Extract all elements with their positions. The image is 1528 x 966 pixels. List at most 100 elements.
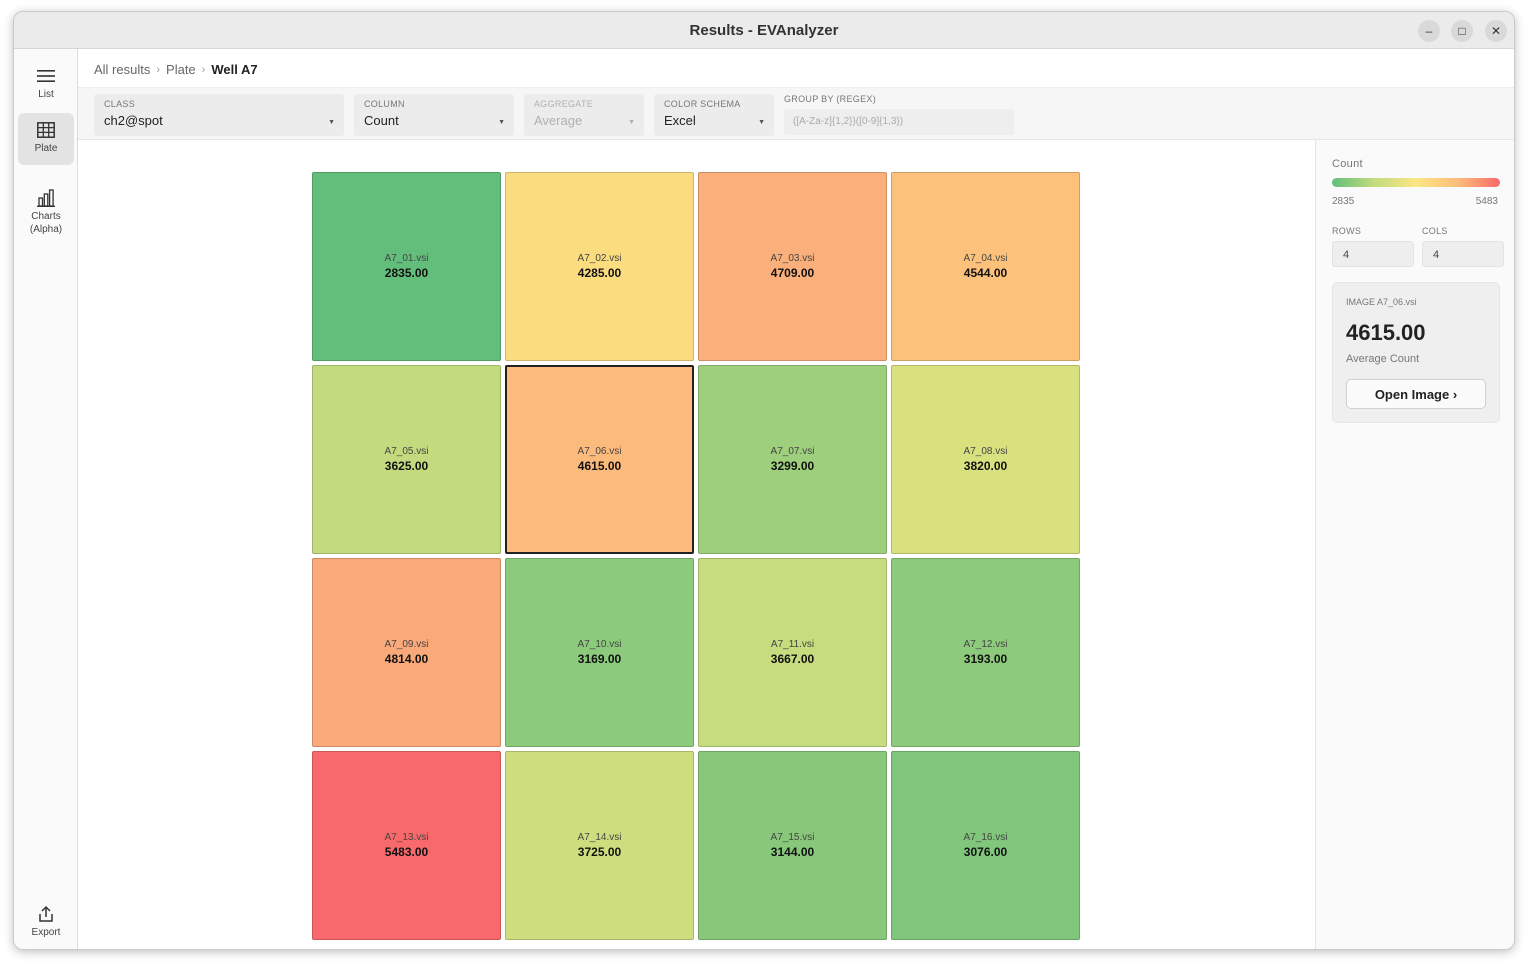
plate-well[interactable]: A7_06.vsi 4615.00 [505,365,694,554]
image-label: IMAGE A7_06.vsi [1346,297,1417,307]
export-button[interactable]: Export [18,897,74,949]
well-image-name: A7_11.vsi [770,639,815,650]
plate-well[interactable]: A7_13.vsi 5483.00 [312,751,501,940]
sidebar-item-label: Charts (Alpha) [29,211,63,235]
plate-well[interactable]: A7_01.vsi 2835.00 [312,172,501,361]
legend-max: 5483 [1475,196,1498,207]
column-select[interactable]: COLUMN Count ▼ [354,94,514,136]
details-panel: Count 2835 5483 ROWS COLS 4 4 IMAGE A7_0… [1315,140,1514,949]
well-image-name: A7_15.vsi [770,832,815,843]
class-label: CLASS [104,99,136,109]
well-image-name: A7_08.vsi [963,446,1008,457]
well-image-name: A7_16.vsi [963,832,1008,843]
legend-title: Count [1332,158,1363,170]
column-label: COLUMN [364,99,405,109]
plate-well[interactable]: A7_03.vsi 4709.00 [698,172,887,361]
well-image-name: A7_06.vsi [577,446,622,457]
chevron-down-icon: ▼ [628,119,635,126]
chevron-down-icon: ▼ [758,119,765,126]
plate-well[interactable]: A7_09.vsi 4814.00 [312,558,501,747]
well-value: 3076.00 [963,845,1008,859]
breadcrumb-current: Well A7 [211,62,258,77]
export-label: Export [31,927,61,938]
color-schema-select[interactable]: COLOR SCHEMA Excel ▼ [654,94,774,136]
plate-well[interactable]: A7_16.vsi 3076.00 [891,751,1080,940]
well-value: 4544.00 [963,266,1008,280]
sidebar-item-label: Plate [34,143,58,154]
plate-well[interactable]: A7_12.vsi 3193.00 [891,558,1080,747]
rows-label: ROWS [1332,226,1362,236]
well-value: 4709.00 [770,266,815,280]
well-image-name: A7_02.vsi [577,253,622,264]
grid-icon [37,120,55,140]
plate-well[interactable]: A7_11.vsi 3667.00 [698,558,887,747]
well-value: 3299.00 [770,459,815,473]
breadcrumb-separator: › [156,63,161,76]
well-image-name: A7_13.vsi [384,832,429,843]
sidebar: List Plate Charts (Alpha) Export [14,49,78,949]
filter-toolbar: CLASS ch2@spot ▼ COLUMN Count ▼ AGGREGAT… [78,87,1514,140]
open-image-button[interactable]: Open Image › [1346,379,1486,409]
well-value: 3169.00 [577,652,622,666]
color-schema-value: Excel [664,113,696,128]
breadcrumb-all-results[interactable]: All results [94,62,151,77]
well-value: 4615.00 [577,459,622,473]
breadcrumb-separator: › [201,63,206,76]
plate-well[interactable]: A7_04.vsi 4544.00 [891,172,1080,361]
close-button[interactable]: ✕ [1485,20,1507,42]
chevron-down-icon: ▼ [328,119,335,126]
breadcrumb: All results › Plate › Well A7 [94,62,258,77]
minimize-button[interactable]: – [1418,20,1440,42]
window-title: Results - EVAnalyzer [689,22,839,39]
plate-well[interactable]: A7_14.vsi 3725.00 [505,751,694,940]
class-select[interactable]: CLASS ch2@spot ▼ [94,94,344,136]
plate-grid: A7_01.vsi 2835.00 A7_02.vsi 4285.00 A7_03.vs… [312,172,1080,940]
well-value: 4285.00 [577,266,622,280]
well-image-name: A7_04.vsi [963,253,1008,264]
cols-input[interactable]: 4 [1422,241,1504,267]
image-subtitle: Average Count [1346,353,1420,365]
sidebar-item-list[interactable]: List [18,59,74,111]
well-value: 2835.00 [384,266,429,280]
well-value: 3625.00 [384,459,429,473]
group-by-field: GROUP BY (REGEX) ([A-Za-z]{1,2})([0-9]{1… [784,94,1014,135]
well-value: 3725.00 [577,845,622,859]
well-image-name: A7_03.vsi [770,253,815,264]
maximize-button[interactable]: □ [1451,20,1473,42]
well-value: 5483.00 [384,845,429,859]
plate-well[interactable]: A7_07.vsi 3299.00 [698,365,887,554]
column-value: Count [364,113,399,128]
chevron-down-icon: ▼ [498,119,505,126]
selected-image-card: IMAGE A7_06.vsi 4615.00 Average Count Op… [1332,282,1500,423]
cols-label: COLS [1422,226,1448,236]
legend-min: 2835 [1332,196,1355,207]
plate-well[interactable]: A7_10.vsi 3169.00 [505,558,694,747]
rows-input[interactable]: 4 [1332,241,1414,267]
plate-well[interactable]: A7_08.vsi 3820.00 [891,365,1080,554]
breadcrumb-plate[interactable]: Plate [166,62,196,77]
export-icon [37,904,55,924]
sidebar-item-label: List [38,89,54,100]
aggregate-select: AGGREGATE Average ▼ [524,94,644,136]
well-value: 3193.00 [963,652,1008,666]
color-legend-bar [1332,178,1500,187]
plate-well[interactable]: A7_15.vsi 3144.00 [698,751,887,940]
well-value: 3820.00 [963,459,1008,473]
well-value: 3144.00 [770,845,815,859]
plate-well[interactable]: A7_05.vsi 3625.00 [312,365,501,554]
sidebar-item-plate[interactable]: Plate [18,113,74,165]
main-area: All results › Plate › Well A7 CLASS ch2@… [78,49,1514,949]
plate-well[interactable]: A7_02.vsi 4285.00 [505,172,694,361]
bar-chart-icon [37,188,55,208]
aggregate-label: AGGREGATE [534,99,594,109]
well-image-name: A7_14.vsi [577,832,622,843]
well-value: 4814.00 [384,652,429,666]
well-image-name: A7_12.vsi [963,639,1008,650]
well-image-name: A7_10.vsi [577,639,622,650]
well-image-name: A7_09.vsi [384,639,429,650]
class-value: ch2@spot [104,113,163,128]
group-by-input[interactable]: ([A-Za-z]{1,2})([0-9]{1,3}) [784,109,1014,135]
sidebar-item-charts[interactable]: Charts (Alpha) [18,181,74,241]
app-window: Results - EVAnalyzer – □ ✕ List Plate Ch… [13,11,1515,950]
well-image-name: A7_01.vsi [384,253,429,264]
